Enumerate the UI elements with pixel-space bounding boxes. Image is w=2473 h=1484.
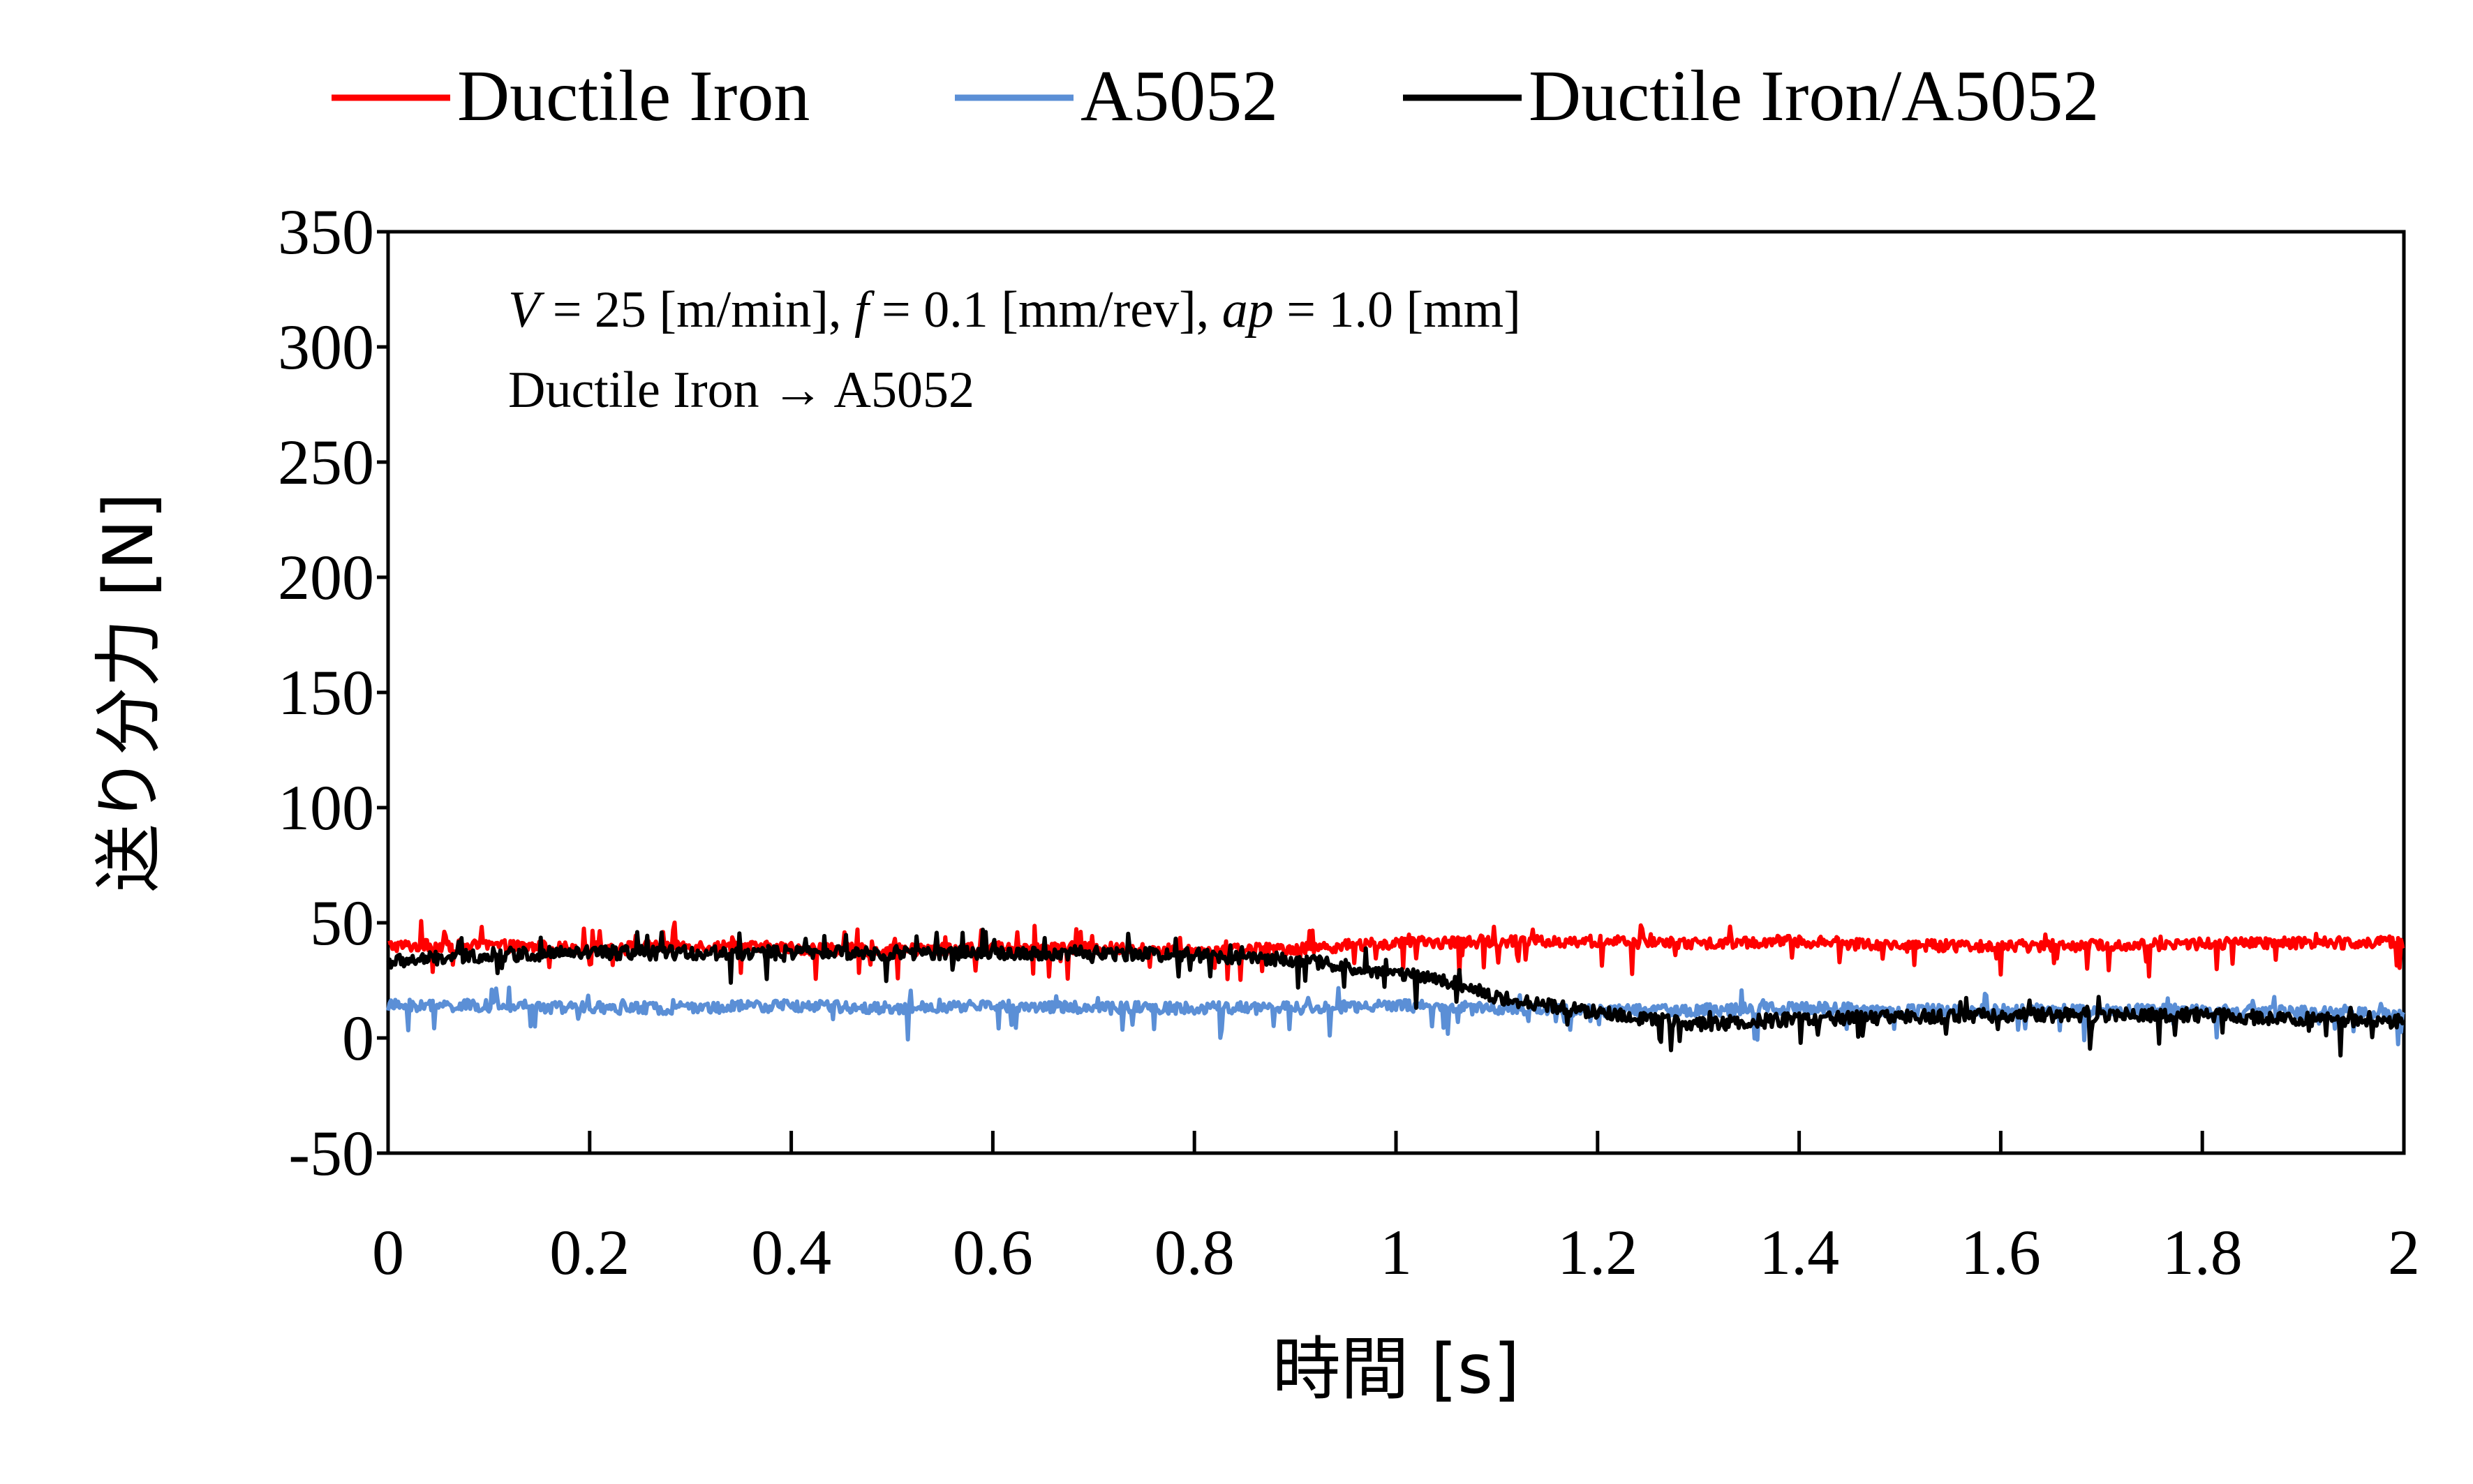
series-line-ductile-iron-a5052 bbox=[386, 927, 2406, 1058]
annotation-part: = 0.1 [mm/rev], bbox=[869, 281, 1222, 339]
legend-label-ductile-iron-a5052: Ductile Iron/A5052 bbox=[1529, 56, 2099, 136]
x-tick-label: 1.8 bbox=[2162, 1217, 2243, 1288]
y-tick-label: 0 bbox=[342, 1002, 374, 1074]
annotation-part: V bbox=[508, 281, 545, 339]
series-layer bbox=[386, 919, 2406, 1058]
annotation-part: ap bbox=[1222, 281, 1274, 339]
x-tick-label: 1 bbox=[1380, 1217, 1412, 1288]
x-tick-label: 0.6 bbox=[953, 1217, 1033, 1288]
y-tick-label: 250 bbox=[278, 426, 374, 498]
y-tick-label: 200 bbox=[278, 542, 374, 613]
x-tick-label: 0.4 bbox=[751, 1217, 831, 1288]
annotation-material-order: Ductile Iron → A5052 bbox=[508, 362, 974, 419]
legend-item-ductile-iron: Ductile Iron bbox=[332, 56, 810, 136]
x-tick-label: 1.6 bbox=[1961, 1217, 2041, 1288]
annotation-part: = 25 [m/min], bbox=[540, 281, 854, 339]
x-tick-label: 2 bbox=[2388, 1217, 2420, 1288]
y-tick-label: 100 bbox=[278, 772, 374, 843]
y-tick-label: 350 bbox=[278, 196, 374, 267]
y-axis-title: 送り分力 [N] bbox=[89, 493, 169, 893]
legend-item-ductile-iron-a5052: Ductile Iron/A5052 bbox=[1403, 56, 2099, 136]
legend-label-ductile-iron: Ductile Iron bbox=[457, 56, 810, 136]
x-tick-label: 1.4 bbox=[1759, 1217, 1839, 1288]
y-tick-label: 300 bbox=[278, 311, 374, 383]
annotation-condition: V = 25 [m/min], f = 0.1 [mm/rev], ap = 1… bbox=[508, 281, 1521, 339]
y-tick-label: -50 bbox=[288, 1118, 374, 1189]
y-tick-label: 150 bbox=[278, 657, 374, 728]
y-axis: -50 0 50 100 150 200 250 300 350 bbox=[278, 196, 388, 1189]
x-tick-label: 0.8 bbox=[1154, 1217, 1235, 1288]
x-axis: 0 0.2 0.4 0.6 0.8 1 1.2 1.4 1.6 1.8 2 bbox=[372, 1131, 2420, 1288]
x-tick-label: 0 bbox=[372, 1217, 404, 1288]
annotation-part: = 1.0 [mm] bbox=[1274, 281, 1521, 339]
x-tick-label: 1.2 bbox=[1557, 1217, 1637, 1288]
series-line-ductile-iron bbox=[387, 919, 2405, 982]
legend-label-a5052: A5052 bbox=[1080, 56, 1278, 136]
x-axis-title: 時間 [s] bbox=[1272, 1330, 1520, 1409]
legend: Ductile Iron A5052 Ductile Iron/A5052 bbox=[332, 56, 2099, 136]
legend-item-a5052: A5052 bbox=[955, 56, 1278, 136]
annotation: V = 25 [m/min], f = 0.1 [mm/rev], ap = 1… bbox=[508, 281, 1521, 419]
y-tick-label: 50 bbox=[310, 887, 374, 958]
x-tick-label: 0.2 bbox=[549, 1217, 630, 1288]
